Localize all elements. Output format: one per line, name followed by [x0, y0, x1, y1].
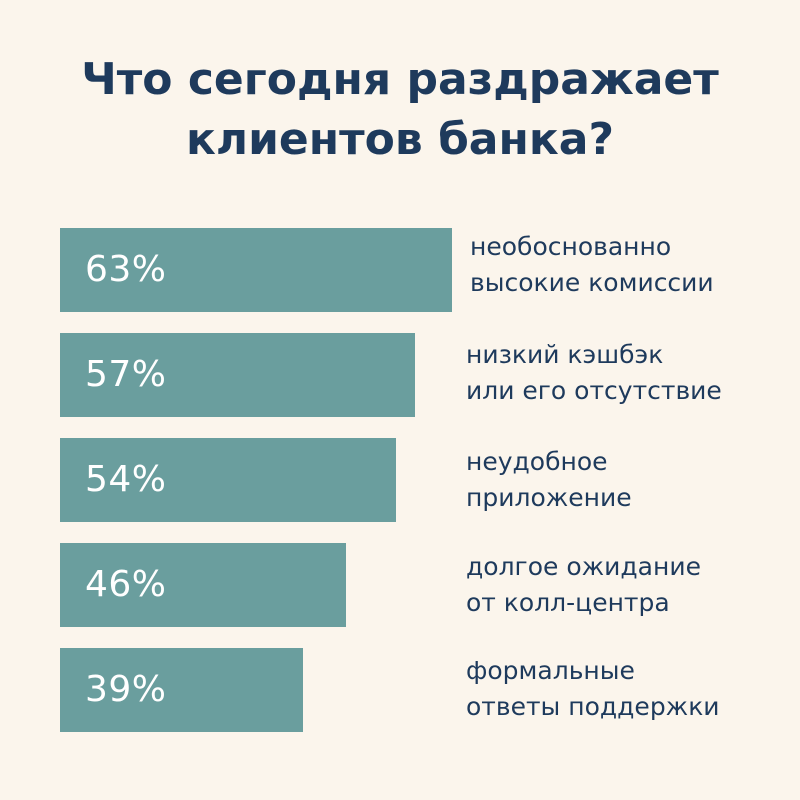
chart-title-line-2: клиентов банка? — [186, 114, 614, 165]
category-label-1: необоснованно высокие комиссии — [470, 229, 790, 301]
bar-value-label-1: 63% — [85, 249, 167, 290]
bar-value-label-5: 39% — [85, 669, 167, 710]
bar-value-label-3: 54% — [85, 459, 167, 500]
category-label-5-line-2: ответы поддержки — [466, 692, 720, 721]
bar-3 — [60, 438, 396, 522]
category-label-3-line-1: неудобное — [466, 447, 608, 476]
category-label-4-line-2: от колл-центра — [466, 588, 670, 617]
category-label-4: долгое ожидание от колл-центра — [466, 549, 786, 621]
category-label-1-line-1: необоснованно — [470, 232, 672, 261]
chart-title: Что сегодня раздражает клиентов банка? — [0, 50, 800, 170]
bar-4 — [60, 543, 346, 627]
chart-title-line-1: Что сегодня раздражает — [81, 54, 719, 105]
category-label-4-line-1: долгое ожидание — [466, 552, 701, 581]
category-label-3: неудобное приложение — [466, 444, 786, 516]
category-label-5-line-1: формальные — [466, 656, 635, 685]
bar-1 — [60, 228, 452, 312]
bar-value-label-4: 46% — [85, 564, 167, 605]
category-label-2-line-2: или его отсутствие — [466, 376, 722, 405]
bar-2 — [60, 333, 415, 417]
category-label-1-line-2: высокие комиссии — [470, 268, 714, 297]
bar-value-label-2: 57% — [85, 354, 167, 395]
category-label-2: низкий кэшбэк или его отсутствие — [466, 337, 786, 409]
bar-5 — [60, 648, 303, 732]
category-label-5: формальные ответы поддержки — [466, 653, 786, 725]
category-label-3-line-2: приложение — [466, 483, 632, 512]
category-label-2-line-1: низкий кэшбэк — [466, 340, 664, 369]
